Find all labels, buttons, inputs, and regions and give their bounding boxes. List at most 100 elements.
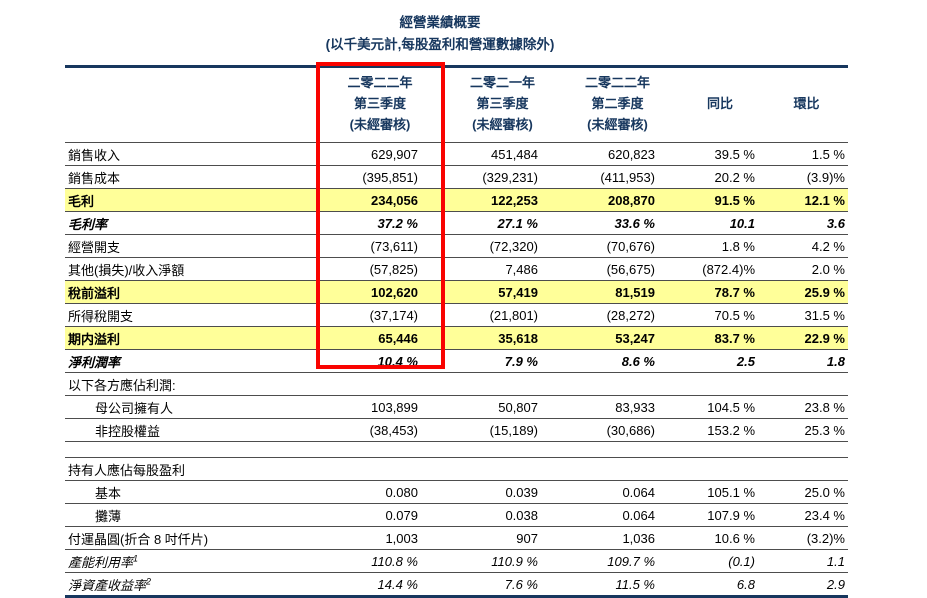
cell-value: 0.079 [315,503,445,527]
row-label: 毛利率 [65,211,315,235]
table-row: 毛利率 37.2 % 27.1 % 33.6 % 10.1 3.6 [65,211,848,235]
row-label: 稅前溢利 [65,280,315,304]
cell-value: 451,484 [445,142,560,166]
cell-value [445,372,560,396]
cell-value: 22.9 % [765,326,848,350]
table-row: 付運晶圓(折合 8 吋仟片) 1,003 907 1,036 10.6 % (3.2)% [65,526,848,550]
cell-value: 0.039 [445,480,560,504]
cell-value: 70.5 % [675,303,765,327]
spacer-row [65,441,848,458]
cell-value: (329,231) [445,165,560,189]
cell-value: 25.9 % [765,280,848,304]
row-label: 淨資產收益率2 [65,572,315,598]
cell-value: (56,675) [560,257,675,281]
column-header: 二零二二年 第二季度 (未經審核) [560,66,675,143]
cell-value [315,441,445,458]
row-label: 銷售成本 [65,165,315,189]
cell-value: 0.038 [445,503,560,527]
cell-value: 25.3 % [765,418,848,442]
cell-value: 20.2 % [675,165,765,189]
cell-value: 0.080 [315,480,445,504]
cell-value: 3.6 [765,211,848,235]
cell-value: (3.9)% [765,165,848,189]
row-label: 銷售收入 [65,142,315,166]
cell-value: 31.5 % [765,303,848,327]
cell-value: (72,320) [445,234,560,258]
cell-value: 2.9 [765,572,848,598]
cell-value: 105.1 % [675,480,765,504]
cell-value: 1,003 [315,526,445,550]
row-label: 毛利 [65,188,315,212]
cell-value: 2.0 % [765,257,848,281]
cell-value: 208,870 [560,188,675,212]
cell-value [765,372,848,396]
cell-value [445,441,560,458]
table-row: 母公司擁有人 103,899 50,807 83,933 104.5 % 23.8 % [65,395,848,419]
cell-value: (30,686) [560,418,675,442]
row-label: 付運晶圓(折合 8 吋仟片) [65,526,315,550]
cell-value [315,457,445,481]
cell-value: (70,676) [560,234,675,258]
cell-value [315,372,445,396]
cell-value [445,457,560,481]
cell-value: 104.5 % [675,395,765,419]
table-row: 期内溢利 65,446 35,618 53,247 83.7 % 22.9 % [65,326,848,350]
header-corner-cell [65,66,315,143]
cell-value: 10.1 [675,211,765,235]
cell-value: 1.8 [765,349,848,373]
cell-value: 907 [445,526,560,550]
cell-value: 37.2 % [315,211,445,235]
cell-value [560,457,675,481]
cell-value: 53,247 [560,326,675,350]
table-row: 銷售收入 629,907 451,484 620,823 39.5 % 1.5 % [65,142,848,166]
cell-value: 83,933 [560,395,675,419]
cell-value: 6.8 [675,572,765,598]
row-label: 母公司擁有人 [65,395,315,419]
cell-value [675,457,765,481]
cell-value: 81,519 [560,280,675,304]
cell-value: 78.7 % [675,280,765,304]
row-label [65,441,315,458]
row-label: 非控股權益 [65,418,315,442]
cell-value: 153.2 % [675,418,765,442]
table-row: 攤薄 0.079 0.038 0.064 107.9 % 23.4 % [65,503,848,527]
report-subtitle: (以千美元計,每股盈利和營運數據除外) [325,37,555,52]
cell-value: (395,851) [315,165,445,189]
cell-value: 1,036 [560,526,675,550]
cell-value: 107.9 % [675,503,765,527]
cell-value: 8.6 % [560,349,675,373]
table-row: 基本 0.080 0.039 0.064 105.1 % 25.0 % [65,480,848,504]
cell-value: (21,801) [445,303,560,327]
cell-value: 23.8 % [765,395,848,419]
cell-value: 1.5 % [765,142,848,166]
cell-value: (411,953) [560,165,675,189]
cell-value: 91.5 % [675,188,765,212]
report-title-block: 經營業績概要 (以千美元計,每股盈利和營運數據除外) [60,12,820,56]
table-header: 二零二二年 第三季度 (未經審核) 二零二一年 第三季度 (未經審核) 二零二二年 第二季度(… [65,66,848,143]
row-label: 產能利用率1 [65,549,315,573]
column-header: 二零二二年 第三季度 (未經審核) [315,66,445,143]
cell-value: (0.1) [675,549,765,573]
cell-value: (3.2)% [765,526,848,550]
cell-value: 629,907 [315,142,445,166]
cell-value: (15,189) [445,418,560,442]
row-label: 持有人應佔每股盈利 [65,457,315,481]
cell-value: 0.064 [560,503,675,527]
cell-value: 620,823 [560,142,675,166]
cell-value [675,441,765,458]
cell-value: (73,611) [315,234,445,258]
cell-value: 1.8 % [675,234,765,258]
cell-value: (38,453) [315,418,445,442]
table-row: 以下各方應佔利潤: [65,372,848,396]
cell-value: 25.0 % [765,480,848,504]
cell-value [765,441,848,458]
cell-value: 83.7 % [675,326,765,350]
cell-value: 110.8 % [315,549,445,573]
table-row: 經營開支 (73,611) (72,320) (70,676) 1.8 % 4.2 % [65,234,848,258]
cell-value [765,457,848,481]
operating-results-table: 二零二二年 第三季度 (未經審核) 二零二一年 第三季度 (未經審核) 二零二二年 第二季度(… [65,65,848,598]
cell-value: 65,446 [315,326,445,350]
table-row: 毛利 234,056 122,253 208,870 91.5 % 12.1 % [65,188,848,212]
cell-value: 10.6 % [675,526,765,550]
cell-value: 57,419 [445,280,560,304]
